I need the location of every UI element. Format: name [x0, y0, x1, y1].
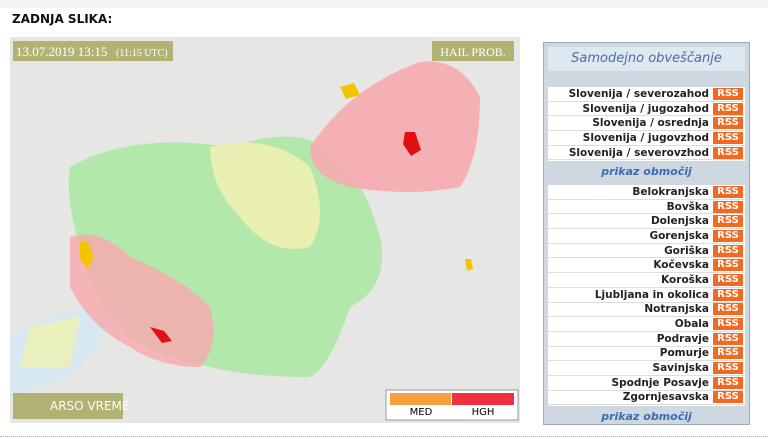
radar-map: 13.07.2019 13:15 (11:15 UTC) HAIL PROB. … [10, 37, 520, 423]
region-list: Belokranjska RSS Bovška RSS Dolenjska RSS Gore… [548, 185, 745, 406]
region-name: Koroška [661, 273, 709, 286]
rss-button[interactable]: RSS [713, 215, 743, 228]
region-row: Gorenjska RSS [548, 229, 745, 244]
region-row: Spodnje Posavje RSS [548, 376, 745, 391]
region-row: Zgornjesavska RSS [548, 391, 745, 406]
region-name: Slovenija / severovzhod [568, 146, 709, 159]
rss-button[interactable]: RSS [713, 332, 743, 345]
rss-button[interactable]: RSS [713, 87, 743, 100]
brand-box [13, 393, 123, 419]
region-name: Pomurje [659, 347, 709, 360]
region-row: Bovška RSS [548, 200, 745, 215]
region-row: Goriška RSS [548, 244, 745, 259]
region-row: Slovenija / severozahod RSS [548, 87, 745, 102]
timestamp-box [13, 41, 173, 61]
region-name: Dolenjska [650, 215, 709, 228]
region-row: Obala RSS [548, 317, 745, 332]
region-name: Obala [674, 318, 709, 331]
region-row: Pomurje RSS [548, 347, 745, 362]
rss-button[interactable]: RSS [713, 362, 743, 375]
hail-medium-area [310, 61, 480, 192]
timestamp: 13.07.2019 13:15 [16, 44, 107, 59]
region-name: Notranjska [644, 303, 709, 316]
legend-hgh-swatch [452, 393, 514, 405]
region-row: Koroška RSS [548, 273, 745, 288]
rss-button[interactable]: RSS [713, 200, 743, 213]
hail-low-area [210, 142, 320, 249]
region-name: Savinjska [652, 362, 709, 375]
rss-button[interactable]: RSS [713, 303, 743, 316]
rss-button[interactable]: RSS [713, 185, 743, 198]
show-areas-link[interactable]: prikaz območij [601, 409, 692, 423]
rss-button[interactable]: RSS [713, 376, 743, 389]
hail-cell [340, 83, 360, 99]
region-row: Podravje RSS [548, 332, 745, 347]
region-name: Podravje [656, 332, 709, 345]
region-row: Slovenija / severovzhod RSS [548, 146, 745, 161]
panel-title: Samodejno obveščanje [548, 47, 745, 71]
hail-medium-area [70, 234, 214, 367]
region-row: Slovenija / jugovzhod RSS [548, 131, 745, 146]
notification-panel: Samodejno obveščanje Slovenija / severoz… [543, 42, 750, 425]
rss-button[interactable]: RSS [713, 288, 743, 301]
region-name: Slovenija / osrednja [592, 117, 709, 130]
region-row: Ljubljana in okolica RSS [548, 288, 745, 303]
divider [0, 436, 768, 437]
region-name: Zgornjesavska [622, 391, 709, 404]
rss-button[interactable]: RSS [713, 259, 743, 272]
hail-low-area [20, 317, 80, 367]
hail-cell [465, 259, 473, 271]
rss-button[interactable]: RSS [713, 318, 743, 331]
region-row: Savinjska RSS [548, 361, 745, 376]
rss-button[interactable]: RSS [713, 229, 743, 242]
region-name: Ljubljana in okolica [594, 288, 709, 301]
region-name: Bovška [666, 200, 709, 213]
rss-button[interactable]: RSS [713, 117, 743, 130]
region-row: Dolenjska RSS [548, 214, 745, 230]
rss-button[interactable]: RSS [713, 391, 743, 404]
region-row: Notranjska RSS [548, 303, 745, 318]
region-name: Gorenjska [649, 229, 709, 242]
rss-button[interactable]: RSS [713, 347, 743, 360]
legend-label: MED [410, 407, 433, 418]
region-row: Kočevska RSS [548, 258, 745, 274]
hail-cell [403, 132, 421, 156]
brand-label: ARSO VREME [50, 399, 130, 413]
utc-time: (11:15 UTC) [116, 48, 168, 59]
page-title: ZADNJA SLIKA: [12, 12, 113, 26]
top-strip [0, 0, 768, 8]
hail-cell [150, 327, 172, 343]
region-row: Slovenija / jugozahod RSS [548, 102, 745, 117]
legend-label: HGH [472, 407, 495, 418]
region-name: Slovenija / jugovzhod [582, 131, 709, 144]
region-name: Kočevska [653, 259, 709, 272]
rss-button[interactable]: RSS [713, 131, 743, 144]
rss-button[interactable]: RSS [713, 102, 743, 115]
rss-button[interactable]: RSS [713, 244, 743, 257]
region-name: Slovenija / jugozahod [582, 102, 709, 115]
rss-button[interactable]: RSS [713, 273, 743, 286]
product-box [432, 41, 514, 61]
region-row: Slovenija / osrednja RSS [548, 116, 745, 132]
region-list: Slovenija / severozahod RSS Slovenija / ju… [548, 87, 745, 161]
region-row: Belokranjska RSS [548, 185, 745, 200]
legend-med-swatch [390, 393, 451, 405]
product-label: HAIL PROB. [440, 45, 506, 59]
region-name: Goriška [664, 244, 709, 257]
region-name: Spodnje Posavje [611, 376, 709, 389]
region-name: Belokranjska [632, 185, 709, 198]
rss-button[interactable]: RSS [713, 146, 743, 159]
region-name: Slovenija / severozahod [568, 87, 709, 100]
show-areas-link[interactable]: prikaz območij [601, 164, 692, 178]
hail-cell [80, 242, 94, 269]
